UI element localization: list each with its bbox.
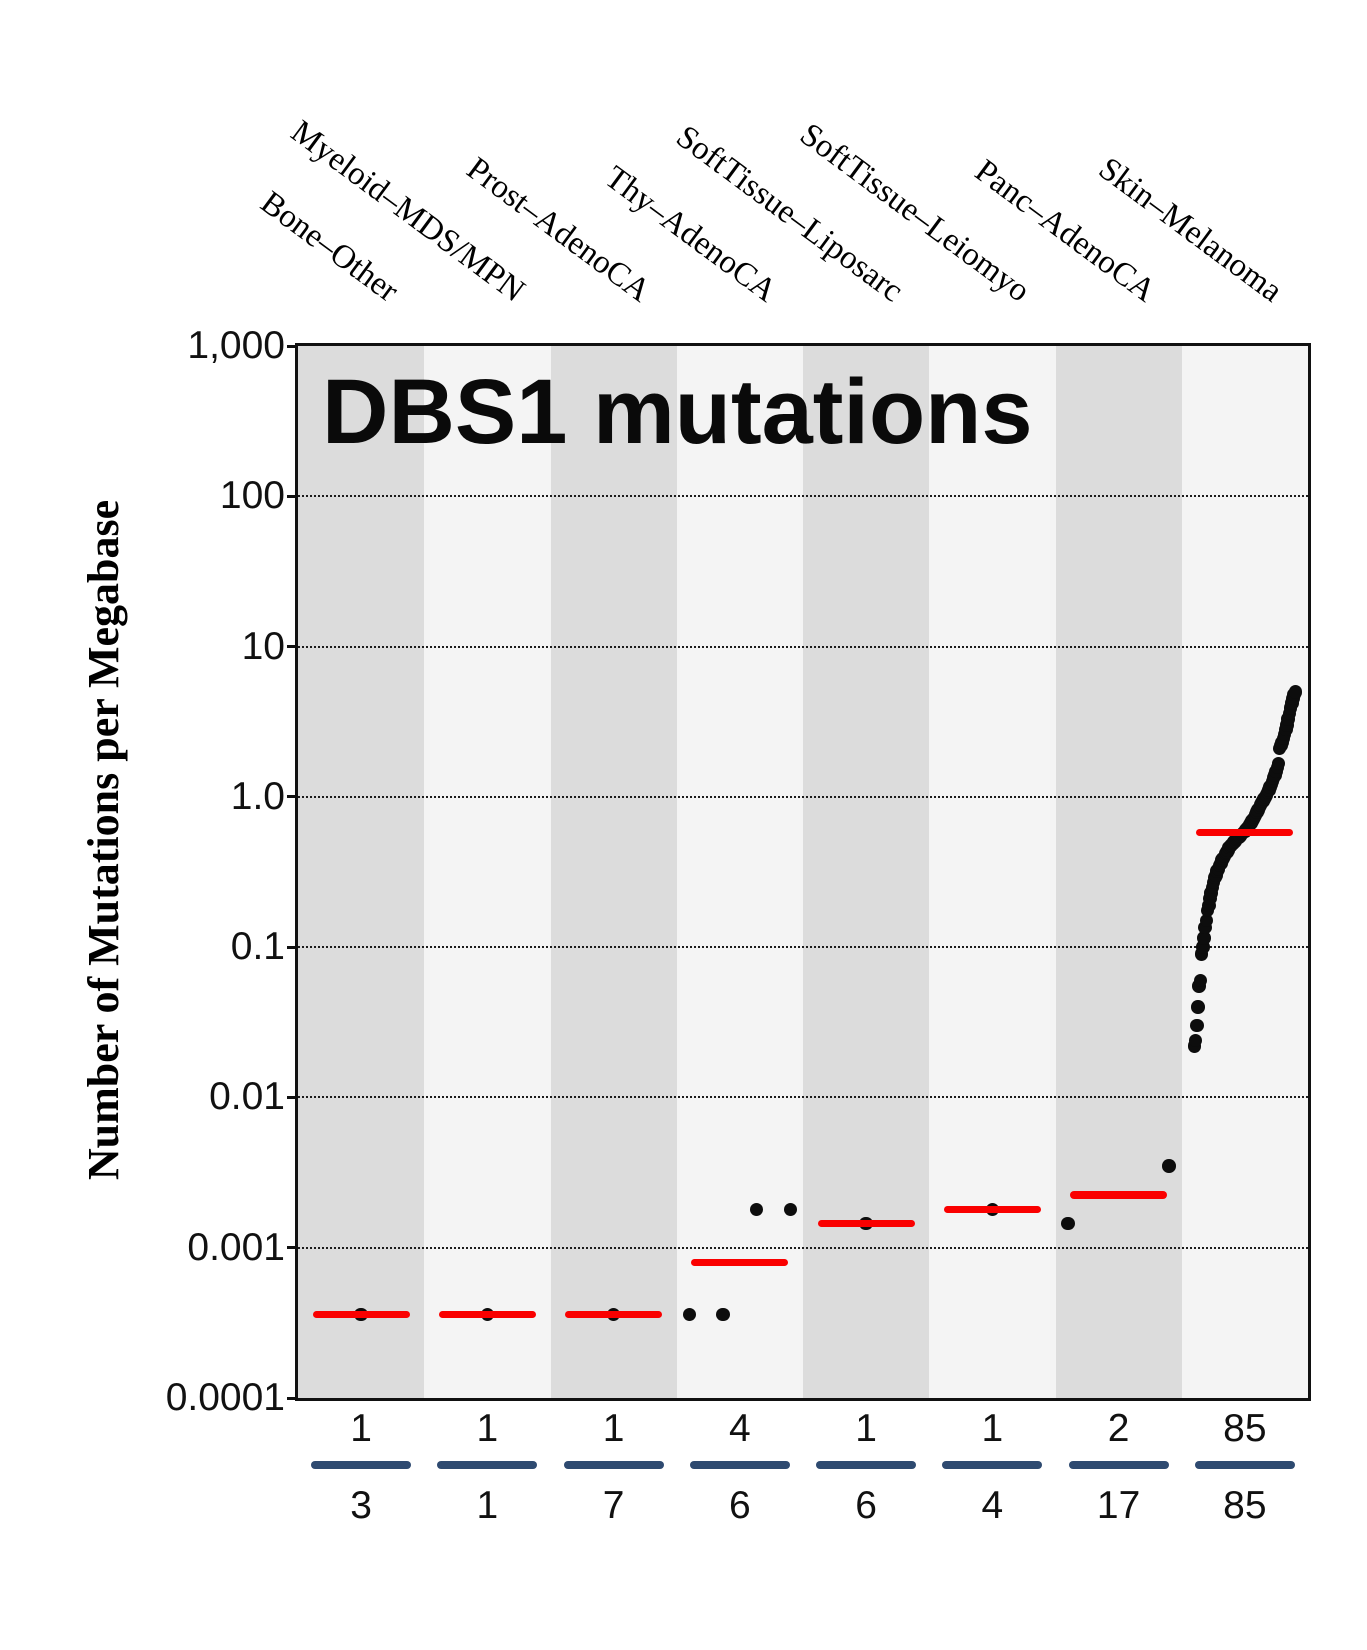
data-point <box>1288 685 1303 699</box>
category-label: SoftTissue–Leiomyo <box>792 116 1036 310</box>
y-axis-title: Number of Mutations per Megabase <box>79 499 128 1181</box>
samples-with-signature-count: 1 <box>981 1407 1004 1450</box>
y-gridline <box>298 946 1308 949</box>
data-point <box>1197 931 1211 945</box>
column-band <box>1055 346 1182 1398</box>
samples-with-signature-count: 2 <box>1107 1407 1130 1450</box>
median-line <box>1196 828 1294 837</box>
y-tick-label: 10 <box>241 624 285 668</box>
data-point <box>1191 1000 1205 1014</box>
count-divider-bar <box>437 1461 538 1469</box>
median-line <box>691 1258 789 1267</box>
count-divider-bar <box>942 1461 1043 1469</box>
y-tick-mark <box>287 1396 296 1400</box>
samples-with-signature-count: 1 <box>602 1407 625 1450</box>
y-tick-label: 100 <box>219 474 285 518</box>
column-band <box>298 346 425 1398</box>
count-divider-bar <box>311 1461 412 1469</box>
total-samples-count: 1 <box>476 1484 499 1527</box>
median-line <box>565 1310 663 1319</box>
y-tick-mark <box>287 945 296 949</box>
data-point <box>783 1202 798 1217</box>
chart-title: DBS1 mutations <box>322 361 1033 463</box>
y-tick-label: 1,000 <box>187 324 285 367</box>
samples-with-signature-count: 1 <box>855 1407 877 1450</box>
data-point <box>1190 1018 1204 1033</box>
y-tick-label: 1.0 <box>230 774 285 818</box>
total-samples-count: 6 <box>855 1484 877 1527</box>
y-tick-mark <box>287 1246 296 1250</box>
y-tick-mark <box>287 645 296 649</box>
data-point <box>1193 973 1208 988</box>
count-divider-bar <box>563 1461 664 1469</box>
samples-with-signature-count: 1 <box>350 1407 372 1450</box>
y-tick-label: 0.01 <box>209 1075 285 1119</box>
total-samples-count: 85 <box>1223 1484 1267 1527</box>
samples-with-signature-count: 85 <box>1223 1407 1267 1450</box>
median-line <box>312 1310 410 1319</box>
median-line <box>817 1219 915 1228</box>
count-divider-bar <box>1068 1461 1169 1469</box>
total-samples-count: 4 <box>981 1484 1004 1527</box>
median-line <box>1070 1191 1168 1199</box>
data-point <box>716 1307 730 1322</box>
y-tick-mark <box>287 344 296 348</box>
data-point <box>1162 1159 1176 1173</box>
data-point <box>749 1202 764 1217</box>
y-tick-label: 0.1 <box>230 925 285 969</box>
column-band <box>1181 346 1308 1398</box>
y-gridline <box>298 1246 1308 1249</box>
y-gridline <box>298 645 1308 648</box>
y-tick-label: 0.001 <box>187 1225 285 1269</box>
y-tick-mark <box>287 494 296 498</box>
column-band <box>929 346 1056 1398</box>
category-label: SoftTissue–Liposarc <box>669 118 910 310</box>
total-samples-count: 6 <box>729 1484 751 1527</box>
y-gridline <box>298 1096 1308 1099</box>
y-tick-mark <box>287 1095 296 1099</box>
column-band <box>803 346 930 1398</box>
column-band <box>424 346 551 1398</box>
y-gridline <box>298 495 1308 498</box>
data-point <box>1271 756 1286 771</box>
count-divider-bar <box>816 1461 917 1469</box>
count-divider-bar <box>689 1461 790 1469</box>
median-line <box>438 1310 536 1319</box>
data-point <box>1188 1033 1203 1048</box>
total-samples-count: 17 <box>1096 1484 1141 1527</box>
y-tick-mark <box>287 795 296 799</box>
data-point <box>682 1307 697 1322</box>
total-samples-count: 3 <box>350 1484 372 1527</box>
data-point <box>1199 913 1214 928</box>
samples-with-signature-count: 4 <box>729 1407 751 1450</box>
samples-with-signature-count: 1 <box>476 1407 499 1450</box>
count-divider-bar <box>1194 1461 1295 1469</box>
total-samples-count: 7 <box>602 1484 625 1527</box>
column-band <box>676 346 803 1398</box>
category-label: Myeloid–MDS/MPN <box>284 113 531 310</box>
y-gridline <box>298 795 1308 798</box>
column-band <box>550 346 677 1398</box>
median-line <box>943 1205 1041 1214</box>
y-tick-label: 0.0001 <box>165 1376 285 1419</box>
plot-area <box>298 346 1308 1398</box>
data-point <box>1061 1216 1075 1231</box>
